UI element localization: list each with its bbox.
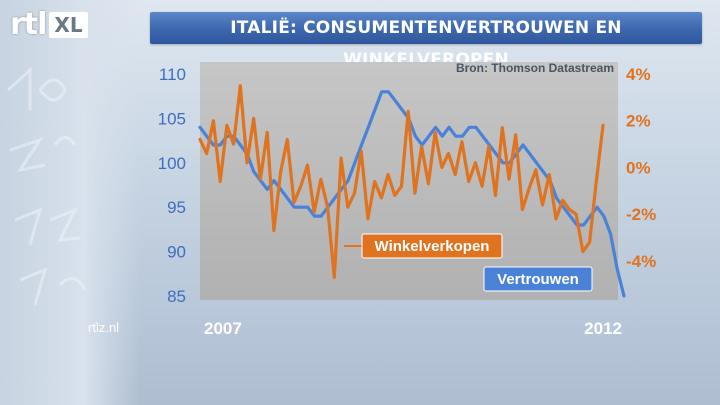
annotation-label: Vertrouwen [497, 271, 579, 288]
x-axis-label-start: 2007 [204, 319, 242, 338]
annotation-box [361, 233, 503, 259]
left-decorative-strip [0, 0, 140, 405]
logo-rtl-text: rtl [10, 7, 47, 42]
source-label: Bron: Thomson Datastream [456, 61, 614, 75]
right-axis-tick: 2% [626, 112, 651, 131]
annotation-label: Winkelverkopen [375, 238, 490, 255]
background-ticker-glyphs [6, 66, 87, 306]
left-axis-tick: 90 [167, 243, 186, 262]
right-axis-tick: -4% [626, 252, 656, 271]
series-line-winkelverkopen [198, 84, 605, 279]
right-axis-tick: 0% [626, 158, 651, 177]
annotation-box [483, 266, 593, 292]
left-axis-tick: 85 [167, 287, 186, 306]
left-axis-tick: 100 [158, 154, 186, 173]
x-axis-label-end: 2012 [584, 319, 622, 338]
footer-site-link[interactable]: rtlz.nl [88, 320, 120, 335]
left-axis-tick: 95 [167, 198, 186, 217]
channel-logo: rtl XL [10, 8, 88, 42]
left-axis-tick: 105 [158, 109, 186, 128]
left-axis-tick: 110 [159, 65, 186, 84]
logo-xl-badge: XL [49, 12, 88, 38]
right-axis-tick: -2% [626, 205, 656, 224]
right-axis-tick: 4% [626, 65, 651, 84]
